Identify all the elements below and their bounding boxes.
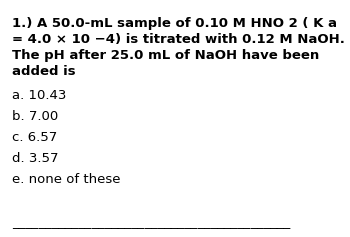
Text: added is: added is [12, 65, 76, 78]
Text: 1.) A 50.0-mL sample of 0.10 M HNO 2 ( K a: 1.) A 50.0-mL sample of 0.10 M HNO 2 ( K… [12, 17, 337, 30]
Text: c. 6.57: c. 6.57 [12, 131, 57, 144]
Text: = 4.0 × 10 −4) is titrated with 0.12 M NaOH.: = 4.0 × 10 −4) is titrated with 0.12 M N… [12, 33, 345, 46]
Text: e. none of these: e. none of these [12, 173, 120, 186]
Text: a. 10.43: a. 10.43 [12, 89, 66, 102]
Text: The pH after 25.0 mL of NaOH have been: The pH after 25.0 mL of NaOH have been [12, 49, 319, 62]
Text: b. 7.00: b. 7.00 [12, 110, 58, 123]
Text: __________________________________________: ________________________________________… [12, 216, 290, 229]
Text: d. 3.57: d. 3.57 [12, 152, 58, 165]
